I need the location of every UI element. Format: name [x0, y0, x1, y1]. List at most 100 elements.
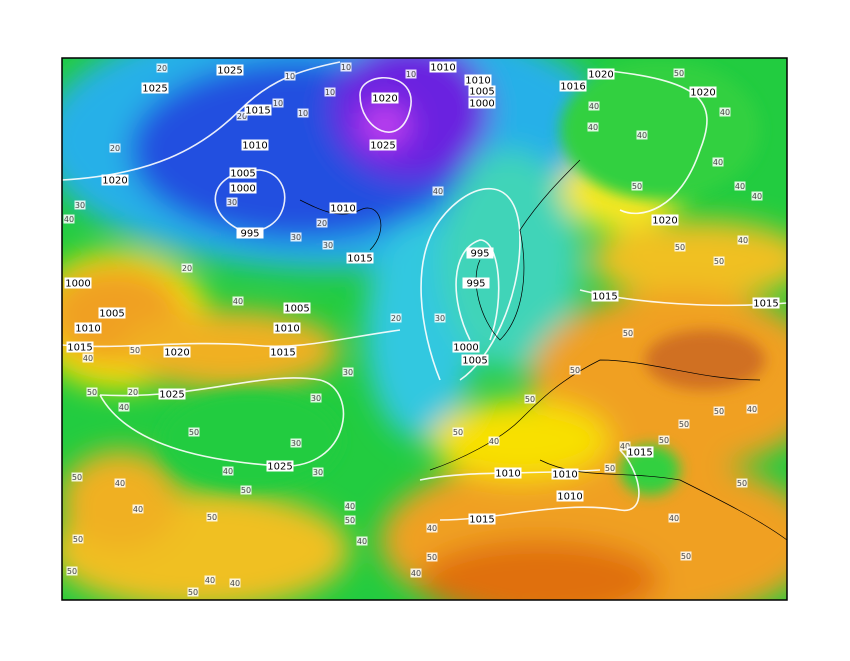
label-box — [118, 402, 130, 412]
contour-label: 30 — [322, 240, 334, 250]
contour-label: 50 — [524, 394, 536, 404]
isobar-label: 1020 — [587, 68, 615, 81]
contour-label: 20 — [236, 111, 248, 121]
label-box — [429, 61, 457, 73]
contour-label: 40 — [82, 353, 94, 363]
contour-label-text: 40 — [735, 182, 745, 191]
contour-label: 40 — [734, 181, 746, 191]
isobar-label-text: 1020 — [372, 94, 397, 105]
isobar-label: 1005 — [461, 354, 489, 367]
isobar-label-text: 1010 — [242, 141, 267, 152]
contour-label: 50 — [673, 68, 685, 78]
label-box — [737, 235, 749, 245]
isobar-label: 1010 — [74, 322, 102, 335]
isobar-label: 1000 — [229, 182, 257, 195]
contour-label: 40 — [737, 235, 749, 245]
contour-label: 30 — [290, 438, 302, 448]
isobar-label-text: 1010 — [75, 324, 100, 335]
isobar-label-text: 1015 — [347, 254, 372, 265]
label-box — [229, 578, 241, 588]
isobar-label-text: 1010 — [330, 204, 355, 215]
isobar-label: 1005 — [283, 302, 311, 315]
contour-label: 40 — [587, 122, 599, 132]
isobar-label-text: 1015 — [469, 515, 494, 526]
contour-label-text: 30 — [313, 468, 323, 477]
contour-label-text: 40 — [489, 437, 499, 446]
contour-label: 50 — [426, 552, 438, 562]
isobar-label-text: 1005 — [99, 309, 124, 320]
contour-label: 50 — [66, 566, 78, 576]
label-box — [410, 568, 422, 578]
contour-label: 40 — [204, 575, 216, 585]
isobar-label: 1015 — [346, 252, 374, 265]
contour-label: 50 — [206, 512, 218, 522]
contour-label: 40 — [232, 296, 244, 306]
contour-label-text: 40 — [669, 514, 679, 523]
contour-label: 50 — [569, 365, 581, 375]
contour-label-text: 50 — [714, 257, 724, 266]
label-box — [468, 513, 496, 525]
isobar-label: 1025 — [158, 388, 186, 401]
contour-label-text: 40 — [64, 215, 74, 224]
contour-label-text: 50 — [188, 588, 198, 597]
contour-label-text: 30 — [75, 201, 85, 210]
label-box — [66, 566, 78, 576]
label-box — [163, 346, 191, 358]
contour-label-text: 30 — [291, 233, 301, 242]
contour-label-text: 40 — [588, 123, 598, 132]
label-box — [524, 394, 536, 404]
contour-label-text: 50 — [87, 388, 97, 397]
contour-label: 40 — [719, 107, 731, 117]
label-box — [390, 313, 402, 323]
label-box — [752, 297, 780, 309]
label-box — [344, 515, 356, 525]
contour-label-text: 50 — [67, 567, 77, 576]
label-box — [452, 341, 480, 353]
label-box — [181, 263, 193, 273]
contour-label-text: 30 — [435, 314, 445, 323]
isobar-label-text: 1015 — [592, 292, 617, 303]
frame — [61, 57, 788, 601]
isobar-label-text: 1020 — [690, 88, 715, 99]
label-box — [340, 62, 352, 72]
label-box — [736, 478, 748, 488]
label-box — [342, 367, 354, 377]
contour-label: 40 — [344, 501, 356, 511]
contour-label: 40 — [432, 186, 444, 196]
isobar-label: 1015 — [591, 290, 619, 303]
contour-label-text: 50 — [659, 436, 669, 445]
contour-label-text: 50 — [453, 428, 463, 437]
contour-label-text: 40 — [433, 187, 443, 196]
label-box — [713, 406, 725, 416]
label-box — [310, 393, 322, 403]
isobar-label: 1010 — [556, 490, 584, 503]
label-box — [344, 501, 356, 511]
isobar-label-text: 1005 — [469, 87, 494, 98]
contour-label-text: 50 — [345, 516, 355, 525]
isobar-label: 1020 — [371, 92, 399, 105]
isobar-label-text: 1010 — [495, 469, 520, 480]
contour-label: 40 — [712, 157, 724, 167]
label-box — [559, 80, 587, 92]
contour-label-text: 50 — [241, 486, 251, 495]
isobar-label: 1010 — [464, 74, 492, 87]
contour-label: 20 — [156, 63, 168, 73]
label-box — [127, 387, 139, 397]
contour-label-text: 50 — [675, 243, 685, 252]
label-box — [452, 427, 464, 437]
field: 2010101010101020203030402030302040504040… — [62, 58, 787, 600]
contour-label: 30 — [310, 393, 322, 403]
label-box — [488, 436, 500, 446]
isobar-label-text: 1000 — [230, 184, 255, 195]
label-box — [674, 242, 686, 252]
isobar-label: 1010 — [241, 139, 269, 152]
contour-label-text: 50 — [737, 479, 747, 488]
label-box — [283, 302, 311, 314]
contour-label-text: 50 — [73, 535, 83, 544]
isobar-label: 1015 — [468, 513, 496, 526]
isobar-label-text: 1020 — [652, 216, 677, 227]
isobar-label: 1025 — [266, 460, 294, 473]
label-box — [222, 466, 234, 476]
contour-label-text: 40 — [637, 131, 647, 140]
contour-label: 30 — [290, 232, 302, 242]
